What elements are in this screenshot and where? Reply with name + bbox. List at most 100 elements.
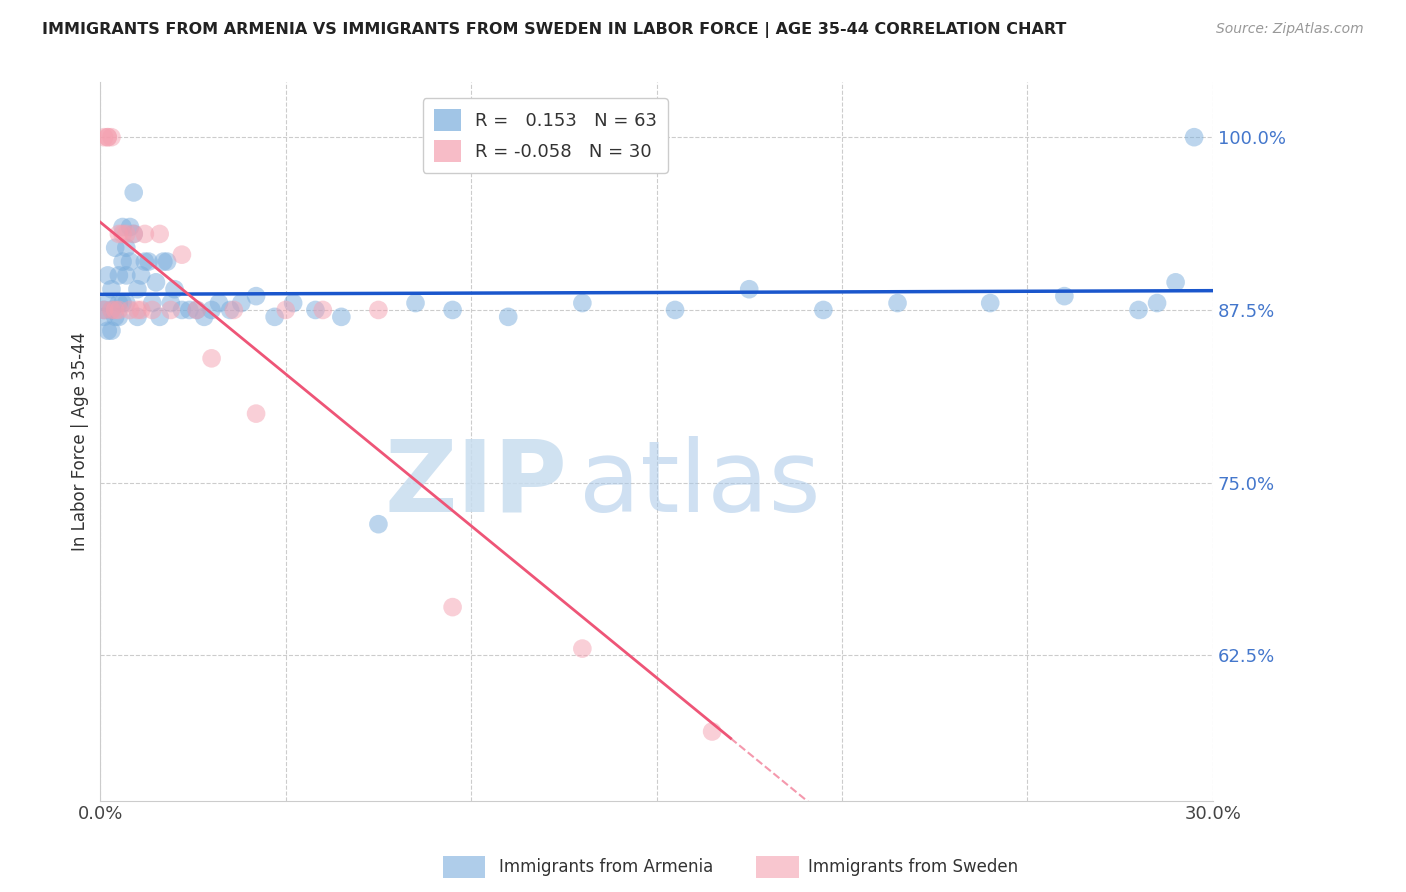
Point	[97, 296, 120, 310]
Point	[813, 302, 835, 317]
Point	[163, 282, 186, 296]
Point	[108, 296, 131, 310]
Point	[122, 227, 145, 241]
Point	[200, 302, 222, 317]
Point	[100, 302, 122, 317]
Point	[141, 302, 163, 317]
Point	[138, 254, 160, 268]
Text: IMMIGRANTS FROM ARMENIA VS IMMIGRANTS FROM SWEDEN IN LABOR FORCE | AGE 35-44 COR: IMMIGRANTS FROM ARMENIA VS IMMIGRANTS FR…	[42, 22, 1067, 38]
Point	[93, 310, 115, 324]
Text: Immigrants from Armenia: Immigrants from Armenia	[499, 858, 713, 876]
Point	[118, 302, 141, 317]
Point	[108, 227, 131, 241]
Point	[441, 302, 464, 317]
Point	[245, 407, 267, 421]
Point	[245, 289, 267, 303]
Point	[118, 254, 141, 268]
Point	[93, 302, 115, 317]
Point	[1164, 275, 1187, 289]
Point	[664, 302, 686, 317]
Point	[1146, 296, 1168, 310]
Point	[127, 310, 149, 324]
Point	[129, 268, 152, 283]
Point	[179, 302, 201, 317]
Point	[886, 296, 908, 310]
Point	[219, 302, 242, 317]
Point	[159, 296, 181, 310]
Point	[97, 324, 120, 338]
Text: atlas: atlas	[579, 436, 820, 533]
Point	[104, 310, 127, 324]
Point	[170, 248, 193, 262]
Point	[122, 186, 145, 200]
Point	[152, 254, 174, 268]
Point	[108, 302, 131, 317]
Point	[312, 302, 335, 317]
Point	[283, 296, 305, 310]
Point	[208, 296, 231, 310]
Point	[97, 130, 120, 145]
Point	[100, 302, 122, 317]
Point	[100, 282, 122, 296]
Point	[263, 310, 285, 324]
Point	[304, 302, 326, 317]
Point	[111, 254, 134, 268]
Point	[979, 296, 1001, 310]
Point	[111, 296, 134, 310]
Point	[738, 282, 761, 296]
Point	[127, 302, 149, 317]
Point	[104, 241, 127, 255]
Point	[100, 130, 122, 145]
Point	[170, 302, 193, 317]
Text: Source: ZipAtlas.com: Source: ZipAtlas.com	[1216, 22, 1364, 37]
Point	[405, 296, 427, 310]
Point	[93, 302, 115, 317]
Point	[571, 296, 593, 310]
Point	[156, 254, 179, 268]
Point	[1182, 130, 1205, 145]
Text: ZIP: ZIP	[385, 436, 568, 533]
Point	[97, 268, 120, 283]
Point	[186, 302, 208, 317]
Point	[111, 220, 134, 235]
Point	[186, 302, 208, 317]
Point	[231, 296, 253, 310]
Point	[149, 310, 172, 324]
Point	[97, 130, 120, 145]
Point	[367, 517, 389, 532]
Point	[115, 227, 138, 241]
Point	[134, 227, 156, 241]
Point	[330, 310, 353, 324]
Point	[1053, 289, 1076, 303]
Point	[200, 351, 222, 366]
Text: Immigrants from Sweden: Immigrants from Sweden	[808, 858, 1018, 876]
Point	[441, 600, 464, 615]
Point	[367, 302, 389, 317]
Point	[100, 324, 122, 338]
Point	[93, 130, 115, 145]
Point	[111, 227, 134, 241]
Point	[1128, 302, 1150, 317]
Point	[104, 302, 127, 317]
Point	[108, 310, 131, 324]
Point	[115, 296, 138, 310]
Point	[145, 275, 167, 289]
Point	[149, 227, 172, 241]
Point	[159, 302, 181, 317]
Point	[134, 254, 156, 268]
Point	[274, 302, 297, 317]
Point	[118, 220, 141, 235]
Point	[222, 302, 245, 317]
Point	[141, 296, 163, 310]
Point	[108, 268, 131, 283]
Point	[700, 724, 723, 739]
Point	[127, 282, 149, 296]
Point	[115, 241, 138, 255]
Point	[571, 641, 593, 656]
Point	[193, 310, 215, 324]
Point	[129, 302, 152, 317]
Point	[115, 268, 138, 283]
Y-axis label: In Labor Force | Age 35-44: In Labor Force | Age 35-44	[72, 332, 89, 551]
Point	[496, 310, 519, 324]
Point	[122, 227, 145, 241]
